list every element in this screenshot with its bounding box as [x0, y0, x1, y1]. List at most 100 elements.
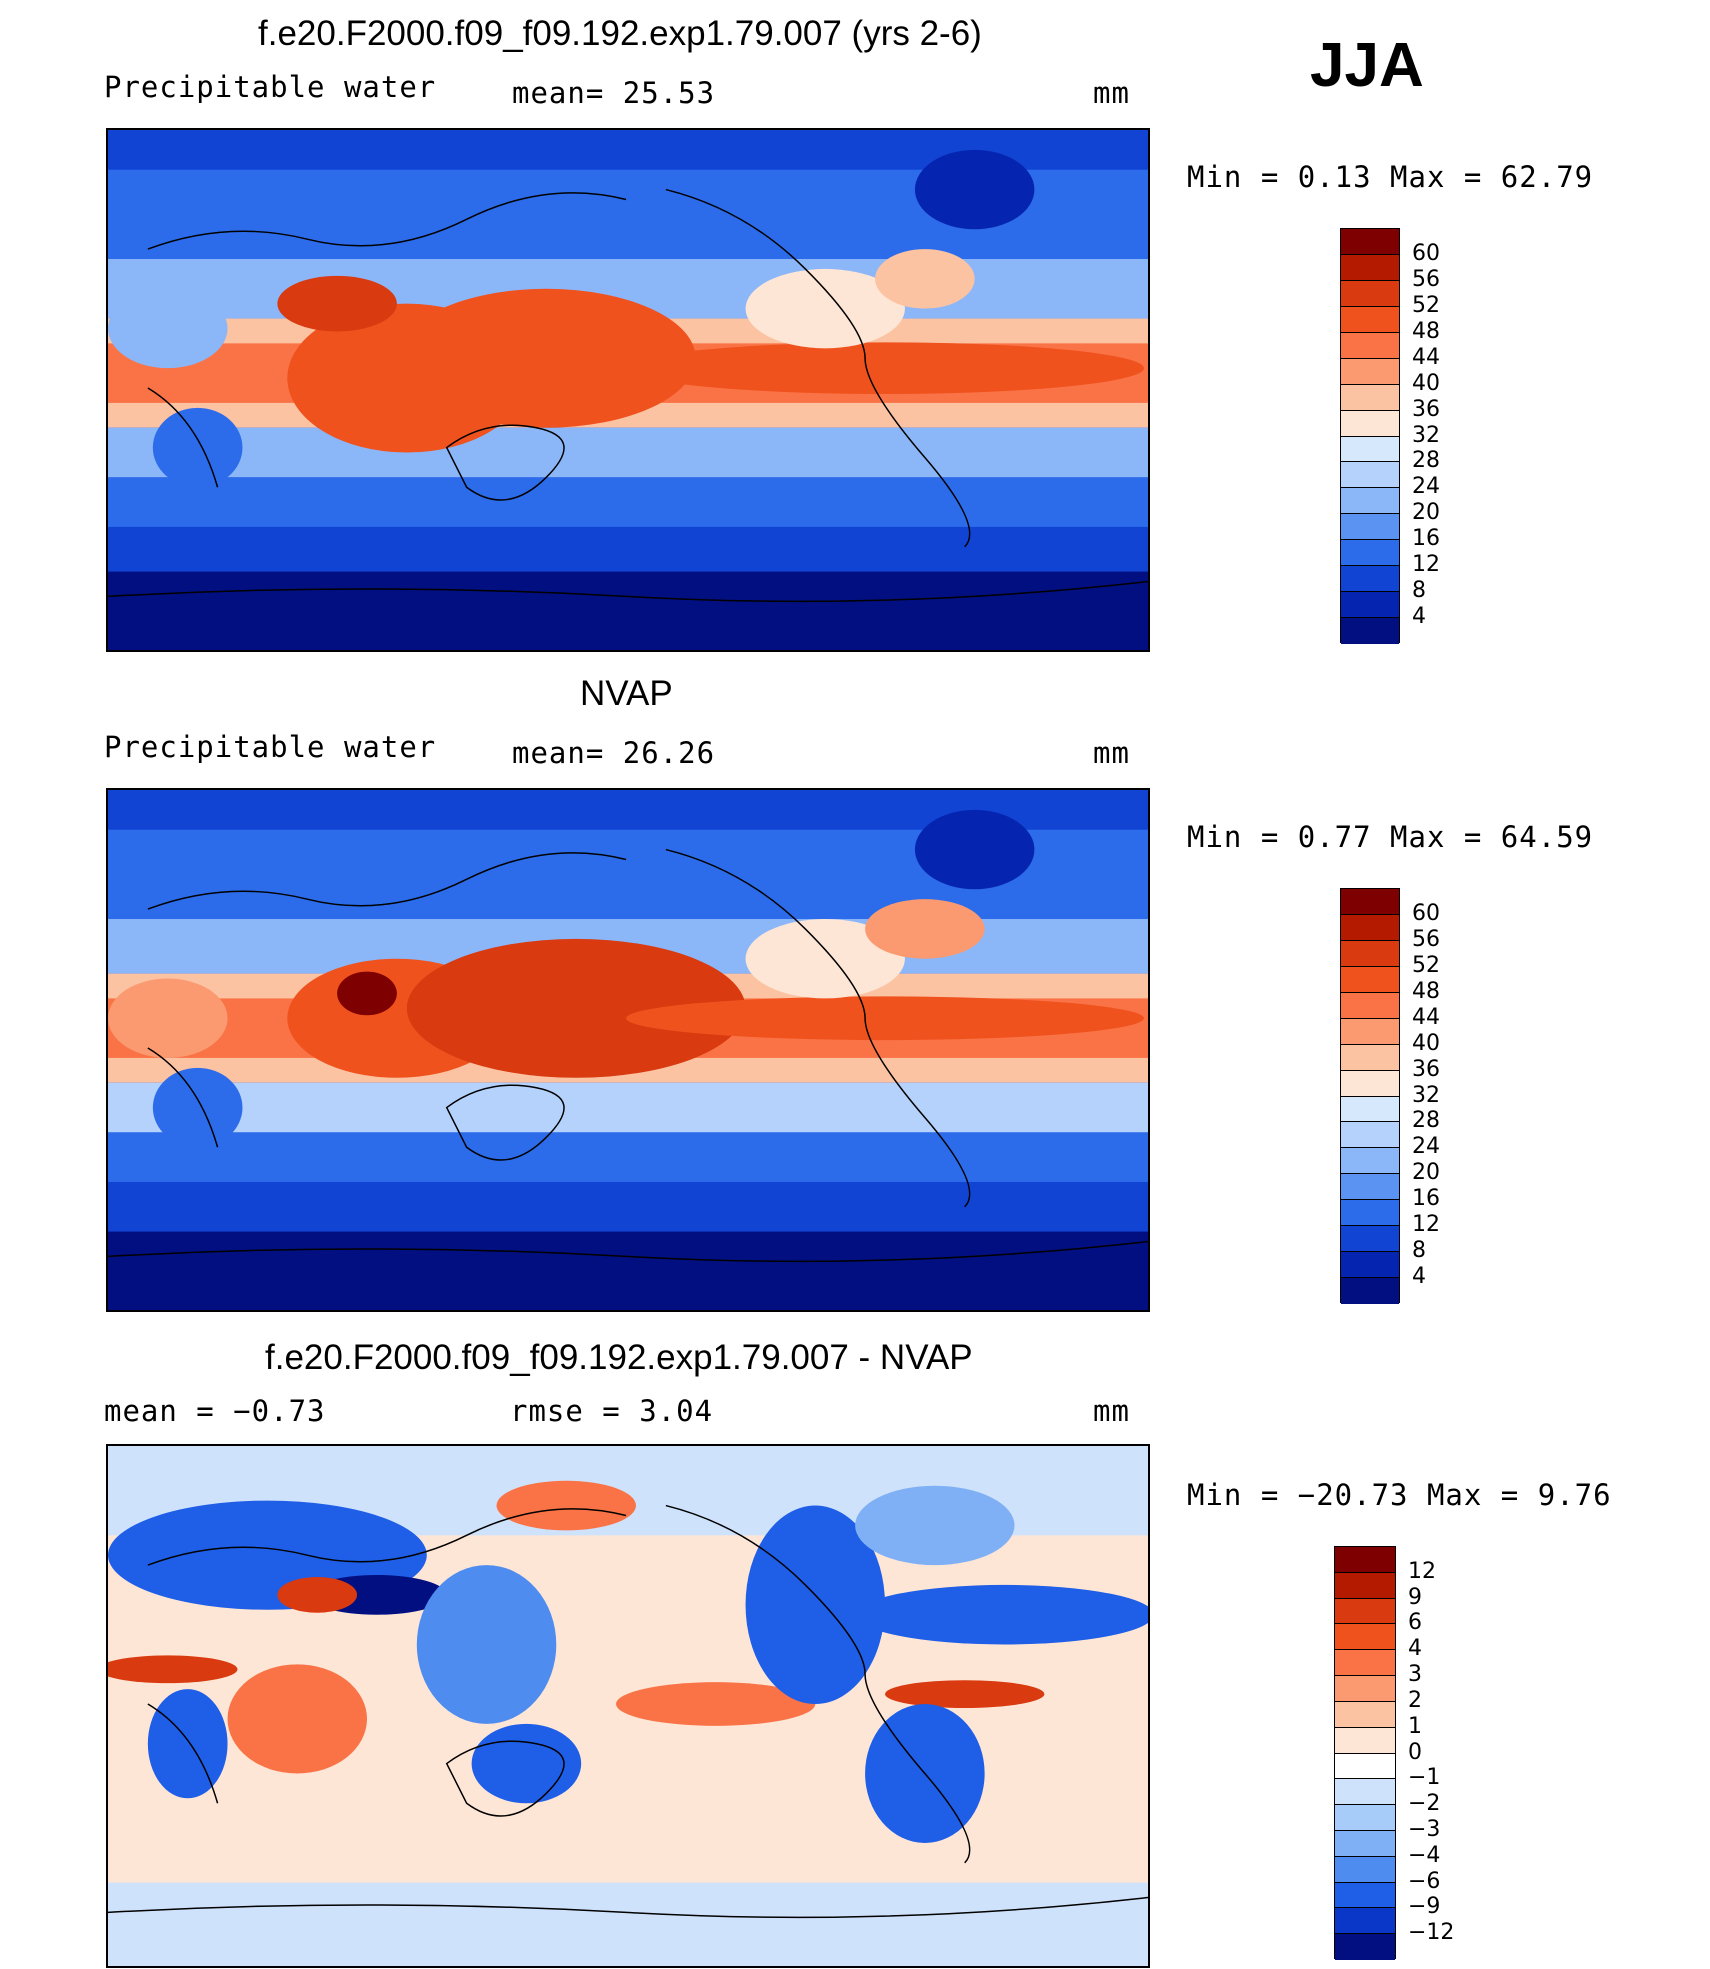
colorbar-swatch [1341, 566, 1399, 593]
colorbar-swatch [1341, 1200, 1399, 1227]
colorbar-label: 2 [1408, 1687, 1422, 1713]
colorbar-label: 6 [1408, 1610, 1422, 1636]
colorbar-label: 52 [1412, 952, 1440, 978]
panel-3-mean: mean = −0.73 [104, 1394, 326, 1428]
colorbar-swatch [1335, 1908, 1395, 1935]
colorbar-label: 44 [1412, 1004, 1440, 1030]
colorbar-swatch [1341, 540, 1399, 567]
colorbar-swatch [1335, 1701, 1395, 1728]
colorbar-label: 24 [1412, 1134, 1440, 1160]
colorbar-swatch [1335, 1753, 1395, 1780]
season-label: JJA [1310, 31, 1424, 100]
panel-3-colorbar-box [1334, 1546, 1396, 1960]
panel-2-field [108, 790, 1148, 1310]
colorbar-label: 0 [1408, 1739, 1422, 1765]
colorbar-swatch [1341, 1070, 1399, 1097]
colorbar-label: −2 [1408, 1791, 1441, 1817]
colorbar-swatch [1335, 1856, 1395, 1883]
panel-3-units: mm [1093, 1394, 1130, 1428]
colorbar-label: 1 [1408, 1713, 1422, 1739]
colorbar-swatch [1341, 332, 1399, 359]
colorbar-label: 3 [1408, 1662, 1422, 1688]
colorbar-label: −9 [1408, 1894, 1441, 1920]
colorbar-swatch [1341, 1122, 1399, 1149]
colorbar-label: 32 [1412, 422, 1440, 448]
colorbar-label: 4 [1408, 1636, 1422, 1662]
panel-2-units: mm [1093, 736, 1130, 770]
colorbar-swatch [1341, 410, 1399, 437]
colorbar-swatch [1341, 1252, 1399, 1279]
colorbar-label: 28 [1412, 1108, 1440, 1134]
colorbar-label: −6 [1408, 1868, 1441, 1894]
colorbar-label: 52 [1412, 292, 1440, 318]
panel-2-title: NVAP [580, 674, 673, 713]
colorbar-label: 12 [1412, 1212, 1440, 1238]
colorbar-swatch [1335, 1934, 1395, 1960]
colorbar-swatch [1341, 436, 1399, 463]
colorbar-swatch [1335, 1882, 1395, 1909]
colorbar-swatch [1335, 1624, 1395, 1651]
colorbar-label: 16 [1412, 526, 1440, 552]
panel-1-colorbar-box [1340, 228, 1400, 644]
colorbar-label: 36 [1412, 1056, 1440, 1082]
colorbar-swatch [1335, 1676, 1395, 1702]
colorbar-swatch [1341, 966, 1399, 993]
colorbar-label: 20 [1412, 500, 1440, 526]
colorbar-swatch [1341, 254, 1399, 281]
panel-1-minmax: Min = 0.13 Max = 62.79 [1187, 160, 1594, 194]
colorbar-label: −1 [1408, 1765, 1441, 1791]
colorbar-label: 20 [1412, 1160, 1440, 1186]
panel-2-variable: Precipitable water [104, 730, 437, 764]
colorbar-label: 16 [1412, 1186, 1440, 1212]
colorbar-swatch [1341, 1044, 1399, 1071]
colorbar-label: 40 [1412, 1030, 1440, 1056]
colorbar-label: −12 [1408, 1920, 1455, 1946]
colorbar-swatch [1341, 358, 1399, 385]
panel-3-map [106, 1444, 1150, 1968]
colorbar-swatch [1341, 229, 1399, 255]
colorbar-label: 48 [1412, 978, 1440, 1004]
colorbar-swatch [1341, 462, 1399, 489]
panel-1-field [108, 130, 1148, 650]
colorbar-swatch [1341, 514, 1399, 541]
colorbar-label: 8 [1412, 578, 1426, 604]
colorbar-label: 60 [1412, 240, 1440, 266]
colorbar-label: 32 [1412, 1082, 1440, 1108]
colorbar-swatch [1341, 889, 1399, 915]
colorbar-label: 9 [1408, 1584, 1422, 1610]
colorbar-swatch [1341, 384, 1399, 411]
colorbar-swatch [1341, 940, 1399, 967]
colorbar-label: 36 [1412, 396, 1440, 422]
colorbar-label: −3 [1408, 1816, 1441, 1842]
panel-1-title: f.e20.F2000.f09_f09.192.exp1.79.007 (yrs… [258, 14, 982, 53]
colorbar-swatch [1335, 1805, 1395, 1831]
panel-2-colorbar-box [1340, 888, 1400, 1304]
colorbar-label: 4 [1412, 1264, 1426, 1290]
panel-3-title: f.e20.F2000.f09_f09.192.exp1.79.007 - NV… [265, 1338, 973, 1377]
colorbar-swatch [1335, 1572, 1395, 1599]
colorbar-label: 48 [1412, 318, 1440, 344]
colorbar-swatch [1335, 1547, 1395, 1573]
panel-1-variable: Precipitable water [104, 70, 437, 104]
panel-3-minmax: Min = −20.73 Max = 9.76 [1187, 1478, 1612, 1512]
colorbar-swatch [1341, 1226, 1399, 1253]
colorbar-swatch [1341, 1018, 1399, 1045]
colorbar-swatch [1341, 618, 1399, 644]
panel-1-units: mm [1093, 76, 1130, 110]
colorbar-label: 56 [1412, 926, 1440, 952]
colorbar-label: 8 [1412, 1238, 1426, 1264]
colorbar-swatch [1335, 1830, 1395, 1857]
colorbar-swatch [1341, 1174, 1399, 1201]
colorbar-swatch [1335, 1650, 1395, 1677]
colorbar-label: 44 [1412, 344, 1440, 370]
panel-1-mean: mean= 25.53 [512, 76, 716, 110]
colorbar-label: 12 [1412, 552, 1440, 578]
panel-3-rmse: rmse = 3.04 [510, 1394, 714, 1428]
panel-3-field [108, 1446, 1148, 1966]
colorbar-swatch [1341, 992, 1399, 1019]
colorbar-swatch [1335, 1598, 1395, 1625]
panel-2-mean: mean= 26.26 [512, 736, 716, 770]
panel-2-map [106, 788, 1150, 1312]
colorbar-swatch [1341, 1148, 1399, 1175]
colorbar-swatch [1341, 592, 1399, 619]
